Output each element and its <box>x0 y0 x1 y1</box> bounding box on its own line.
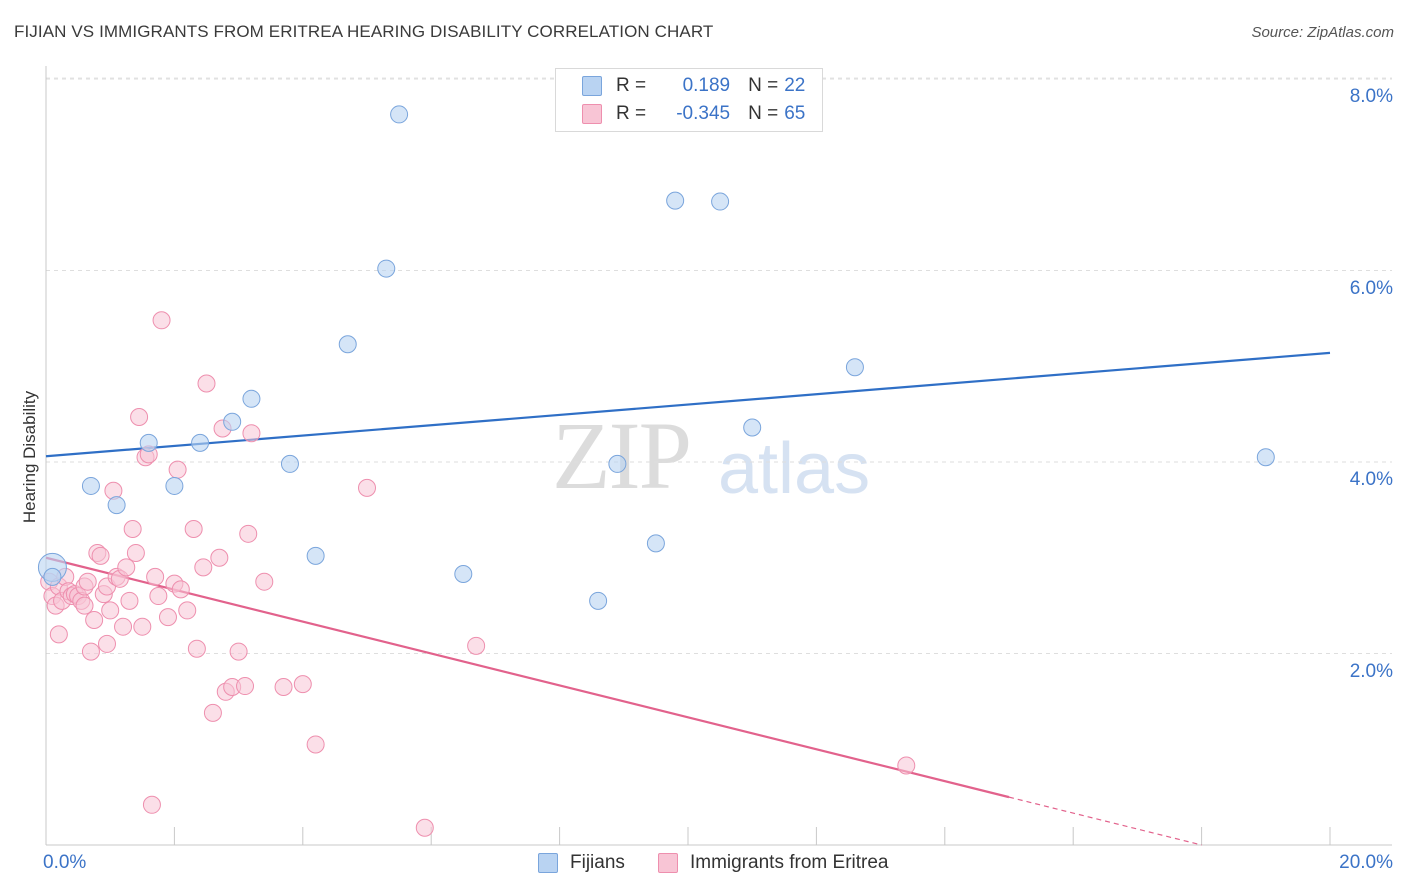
fijian-point <box>1256 448 1275 467</box>
eritrea-point <box>81 642 100 661</box>
eritrea-point <box>133 617 152 636</box>
fijians-legend-swatch <box>538 853 558 873</box>
eritrea-point <box>117 558 136 577</box>
eritrea-point <box>210 548 229 567</box>
fijian-point <box>454 565 473 584</box>
fijian-point <box>743 418 762 437</box>
eritrea-point <box>358 478 376 497</box>
fijian-point <box>390 105 409 124</box>
eritrea-swatch <box>582 104 602 124</box>
fijian-point <box>81 476 100 495</box>
x-tick-label: 0.0% <box>43 852 87 873</box>
eritrea-point <box>171 580 190 599</box>
fijian-point <box>242 389 261 408</box>
fijians-n-label: N = <box>748 75 779 96</box>
eritrea-point <box>293 675 312 694</box>
y-tick-label: 8.0% <box>1349 86 1393 107</box>
eritrea-point <box>236 677 255 696</box>
stats-legend: R = 0.189 N = 22 R = -0.345 N = 65 <box>555 68 823 132</box>
fijian-point <box>165 476 184 495</box>
eritrea-point <box>187 639 206 658</box>
fijian-point <box>646 534 665 553</box>
eritrea-point <box>146 567 165 586</box>
x-tick-label: 20.0% <box>1339 852 1393 873</box>
eritrea-point <box>85 610 104 629</box>
eritrea-point <box>239 524 258 543</box>
eritrea-point <box>168 460 187 479</box>
eritrea-point <box>75 596 94 615</box>
fijian-point <box>711 192 730 211</box>
eritrea-point <box>274 678 293 697</box>
fijians-r-value: 0.189 <box>682 75 731 96</box>
fijian-point <box>377 259 396 278</box>
fijian-point <box>280 454 299 473</box>
eritrea-point <box>194 558 213 577</box>
eritrea-point <box>126 543 145 562</box>
y-tick-label: 6.0% <box>1349 277 1393 299</box>
eritrea-point <box>120 591 139 610</box>
eritrea-r-value: -0.345 <box>676 103 731 124</box>
y-tick-label: 2.0% <box>1349 660 1393 682</box>
eritrea-point <box>123 520 142 539</box>
eritrea-n-label: N = <box>748 103 779 124</box>
eritrea-point <box>467 636 486 655</box>
eritrea-point <box>203 703 222 722</box>
legend-label-eritrea: Immigrants from Eritrea <box>690 852 889 873</box>
fijian-point <box>845 358 864 377</box>
fijians-r-label: R = <box>616 75 647 96</box>
fijian-point <box>608 454 627 473</box>
eritrea-point <box>229 642 248 661</box>
eritrea-point <box>130 407 149 426</box>
legend-item-eritrea[interactable]: Immigrants from Eritrea <box>658 852 888 874</box>
watermark-atlas: atlas <box>718 429 871 509</box>
fijian-point <box>139 433 158 452</box>
eritrea-point <box>306 735 325 754</box>
eritrea-point <box>415 818 434 837</box>
eritrea-point <box>97 634 116 653</box>
legend-row-eritrea: R = -0.345 N = 65 <box>582 101 805 127</box>
eritrea-point <box>158 608 177 627</box>
fijian-point <box>666 191 685 210</box>
y-tick-label: 4.0% <box>1349 469 1393 490</box>
eritrea-point <box>178 601 197 620</box>
fijian-point <box>43 567 62 586</box>
legend-row-fijians: R = 0.189 N = 22 <box>582 73 805 99</box>
fijians-swatch <box>582 76 602 96</box>
legend-item-fijians[interactable]: Fijians <box>538 852 625 874</box>
fijians-n-value: 22 <box>784 75 806 96</box>
eritrea-point <box>242 424 261 443</box>
eritrea-r-label: R = <box>616 103 647 124</box>
fijian-point <box>191 433 210 452</box>
fijian-point <box>223 412 242 431</box>
eritrea-point <box>152 311 171 330</box>
eritrea-point <box>101 601 120 620</box>
fijian-point <box>107 496 126 515</box>
chart-title: FIJIAN VS IMMIGRANTS FROM ERITREA HEARIN… <box>14 22 714 41</box>
y-axis-label: Hearing Disability <box>20 390 39 524</box>
eritrea-point <box>91 546 110 565</box>
series-legend: Fijians Immigrants from Eritrea <box>0 852 1406 878</box>
legend-label-fijians: Fijians <box>570 852 625 873</box>
eritrea-point <box>114 617 133 636</box>
fijian-point <box>306 546 325 565</box>
eritrea-trendline-extension <box>1008 796 1202 846</box>
eritrea-legend-swatch <box>658 853 678 873</box>
eritrea-point <box>49 625 68 644</box>
eritrea-n-value: 65 <box>784 103 806 124</box>
source-label: Source: ZipAtlas.com <box>1251 24 1394 41</box>
eritrea-point <box>78 572 97 591</box>
fijians-trendline <box>45 351 1331 458</box>
eritrea-point <box>149 587 168 606</box>
eritrea-point <box>255 572 274 591</box>
fijian-point <box>589 591 608 610</box>
fijian-point <box>338 335 357 354</box>
eritrea-trendline <box>45 556 1010 799</box>
eritrea-point <box>197 374 216 393</box>
eritrea-point <box>184 520 203 539</box>
eritrea-point <box>142 795 161 814</box>
watermark-zip: ZIP <box>552 402 692 509</box>
eritrea-point <box>897 756 916 775</box>
